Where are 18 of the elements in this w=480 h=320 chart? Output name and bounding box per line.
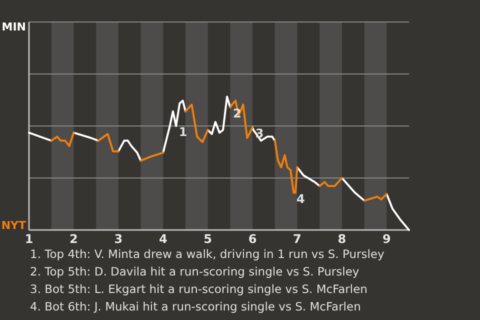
text: NYT: [1, 218, 26, 232]
text: 2. Top 5th: D. Davila hit a run-scoring single vs S. Pursley: [30, 264, 360, 278]
x-tick-label: 2: [70, 232, 78, 246]
x-tick-label: 4: [158, 232, 168, 246]
x-tick-label: 7: [293, 232, 302, 246]
annotation: 1: [178, 125, 188, 140]
x-tick-label: 1: [24, 232, 34, 246]
annotation: 3: [255, 126, 264, 141]
x-tick-label: 3: [114, 232, 123, 246]
x-tick-label: 9: [382, 232, 391, 246]
text: MIN: [2, 20, 26, 34]
text: 4. Bot 6th: J. Mukai hit a run-scoring single vs S. McFarlen: [30, 300, 361, 314]
x-tick-label: 8: [338, 232, 346, 246]
annotation: 4: [296, 192, 305, 206]
x-tick-label: 6: [248, 232, 257, 246]
text: 1. Top 4th: V. Minta drew a walk, driving in 1 run vs S. Pursley: [30, 247, 384, 261]
x-tick-label: 5: [204, 232, 212, 246]
text: 3. Bot 5th: L. Ekgart hit a run-scoring single vs S. McFarlen: [30, 282, 368, 296]
